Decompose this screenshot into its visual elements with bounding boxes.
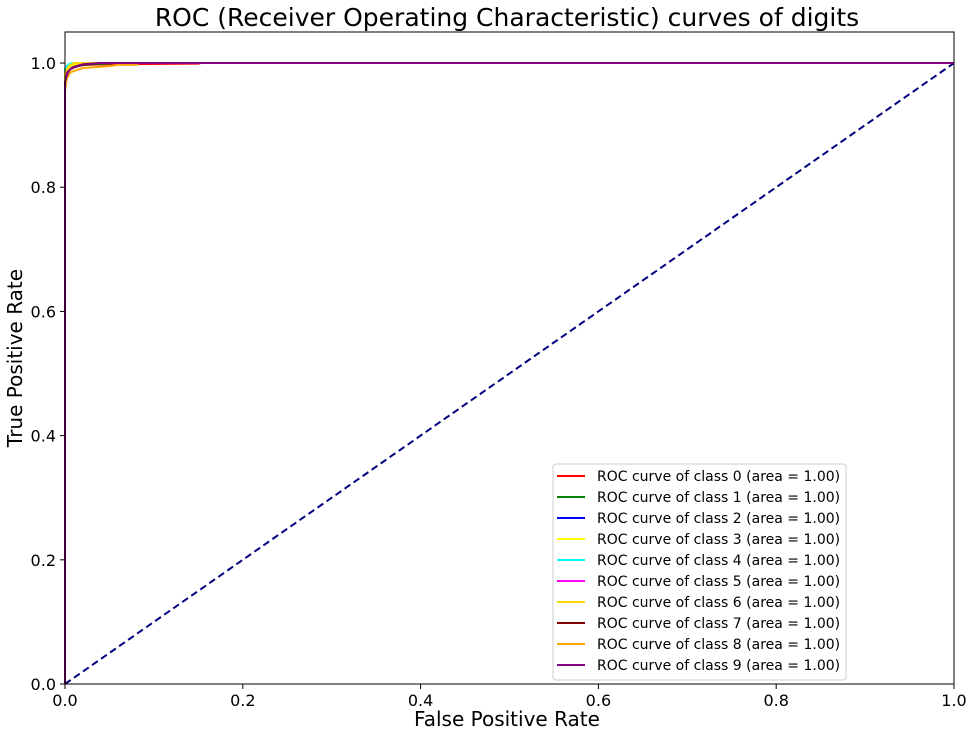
legend-box — [552, 463, 847, 681]
chance-diagonal-line — [64, 62, 955, 685]
chart-title: ROC (Receiver Operating Characteristic) … — [155, 3, 859, 32]
legend-entry-label: ROC curve of class 7 (area = 1.00) — [597, 616, 840, 632]
x-tick-label: 0.2 — [230, 691, 255, 710]
x-axis-ticks: 0.0 0.2 0.4 0.6 0.8 1.0 — [52, 684, 967, 710]
plot-area: 0.0 0.2 0.4 0.6 0.8 1.0 0.0 0.2 0.4 0.6 0.8 1.0 — [31, 31, 967, 710]
y-tick-label: 0.8 — [31, 178, 56, 197]
y-tick-label: 0.4 — [31, 427, 56, 446]
y-axis-label: True Positive Rate — [3, 269, 27, 448]
legend-entry-label: ROC curve of class 1 (area = 1.00) — [597, 490, 840, 506]
x-tick-label: 0.6 — [586, 691, 611, 710]
legend-entry-label: ROC curve of class 4 (area = 1.00) — [597, 553, 840, 569]
y-axis-ticks: 0.0 0.2 0.4 0.6 0.8 1.0 — [31, 54, 65, 694]
y-tick-label: 0.2 — [31, 551, 56, 570]
y-tick-label: 0.0 — [31, 675, 56, 694]
x-tick-label: 0.8 — [763, 691, 788, 710]
legend-entry-label: ROC curve of class 9 (area = 1.00) — [597, 658, 840, 674]
plot-frame — [64, 31, 955, 685]
legend-entry-label: ROC curve of class 6 (area = 1.00) — [597, 595, 840, 611]
x-tick-label: 0.0 — [52, 691, 77, 710]
legend: ROC curve of class 0 (area = 1.00) ROC cu… — [552, 463, 847, 681]
legend-entry-label: ROC curve of class 2 (area = 1.00) — [597, 511, 840, 527]
x-tick-label: 1.0 — [941, 691, 966, 710]
legend-entry-label: ROC curve of class 3 (area = 1.00) — [597, 532, 840, 548]
legend-entry-label: ROC curve of class 0 (area = 1.00) — [597, 469, 840, 485]
y-tick-label: 0.6 — [31, 302, 56, 321]
legend-entry-label: ROC curve of class 8 (area = 1.00) — [597, 637, 840, 653]
x-axis-label: False Positive Rate — [414, 707, 600, 731]
x-tick-label: 0.4 — [408, 691, 433, 710]
y-tick-label: 1.0 — [31, 54, 56, 73]
legend-entry-label: ROC curve of class 5 (area = 1.00) — [597, 574, 840, 590]
